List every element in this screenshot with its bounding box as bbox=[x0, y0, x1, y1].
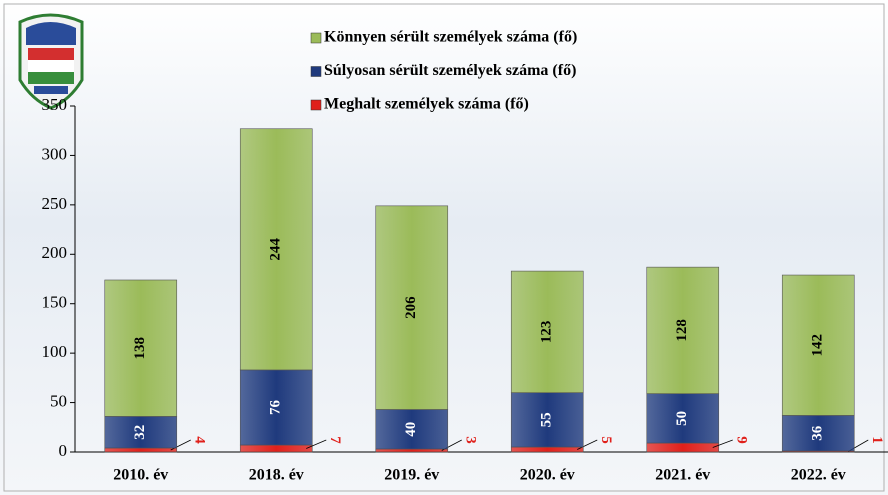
bar-segment bbox=[510, 392, 584, 448]
data-label: 55 bbox=[539, 412, 555, 427]
data-label: 3 bbox=[462, 436, 478, 444]
bar-segment bbox=[781, 415, 855, 452]
legend-swatch bbox=[310, 66, 322, 77]
x-tick-label: 2022. év bbox=[791, 467, 846, 484]
y-tick-label: 350 bbox=[42, 95, 68, 114]
y-tick-label: 0 bbox=[59, 441, 68, 460]
x-tick-label: 2021. év bbox=[655, 467, 710, 484]
data-label: 7 bbox=[327, 436, 343, 444]
bar-segment bbox=[375, 409, 449, 450]
data-label: 4 bbox=[191, 436, 207, 444]
x-tick-label: 2020. év bbox=[520, 467, 575, 484]
data-label: 5 bbox=[598, 436, 614, 444]
data-label: 1 bbox=[869, 436, 885, 444]
data-label: 138 bbox=[132, 337, 148, 360]
legend-label: Súlyosan sérült személyek száma (fő) bbox=[324, 62, 576, 79]
leader-line bbox=[306, 439, 327, 449]
data-label: 206 bbox=[403, 296, 419, 319]
data-label: 128 bbox=[674, 319, 690, 342]
bar-segment bbox=[510, 270, 584, 393]
data-label: 123 bbox=[539, 321, 555, 344]
bar-segment bbox=[646, 442, 720, 453]
leader-line bbox=[170, 439, 191, 451]
data-label: 244 bbox=[268, 238, 284, 261]
bar-segment bbox=[646, 393, 720, 444]
x-tick-label: 2018. év bbox=[249, 467, 304, 484]
y-tick-label: 200 bbox=[42, 243, 68, 262]
bar-segment bbox=[239, 128, 313, 371]
y-tick-label: 50 bbox=[50, 391, 67, 410]
legend-swatch bbox=[310, 99, 322, 111]
leader-line bbox=[712, 439, 733, 448]
data-label: 76 bbox=[268, 400, 284, 416]
bar-segment bbox=[104, 279, 178, 417]
bar-segment bbox=[375, 448, 449, 453]
bar-segment bbox=[375, 205, 449, 410]
frame bbox=[3, 3, 885, 492]
data-label: 40 bbox=[403, 422, 419, 437]
y-tick-label: 100 bbox=[42, 342, 68, 361]
y-tick-label: 250 bbox=[42, 194, 68, 213]
y-tick-label: 300 bbox=[42, 144, 68, 163]
leader-line bbox=[577, 439, 598, 450]
data-label: 50 bbox=[674, 411, 690, 426]
bar-segment bbox=[781, 274, 855, 416]
legend-label: Meghalt személyek száma (fő) bbox=[324, 96, 529, 113]
legend-swatch bbox=[310, 32, 322, 44]
police-logo bbox=[18, 13, 84, 110]
bar-segment bbox=[104, 447, 178, 453]
data-label: 9 bbox=[733, 436, 749, 444]
legend-label: Könnyen sérült személyek száma (fő) bbox=[324, 29, 577, 46]
y-tick-label: 150 bbox=[42, 293, 68, 312]
bar-segment bbox=[239, 369, 313, 446]
data-label: 142 bbox=[810, 334, 826, 357]
data-label: 36 bbox=[810, 425, 826, 441]
x-tick-label: 2010. év bbox=[113, 467, 168, 484]
bar-segment bbox=[646, 266, 720, 394]
bar-segment bbox=[510, 446, 584, 453]
bar-segment bbox=[239, 444, 313, 453]
data-label: 32 bbox=[132, 425, 148, 440]
x-tick-label: 2019. év bbox=[384, 467, 439, 484]
